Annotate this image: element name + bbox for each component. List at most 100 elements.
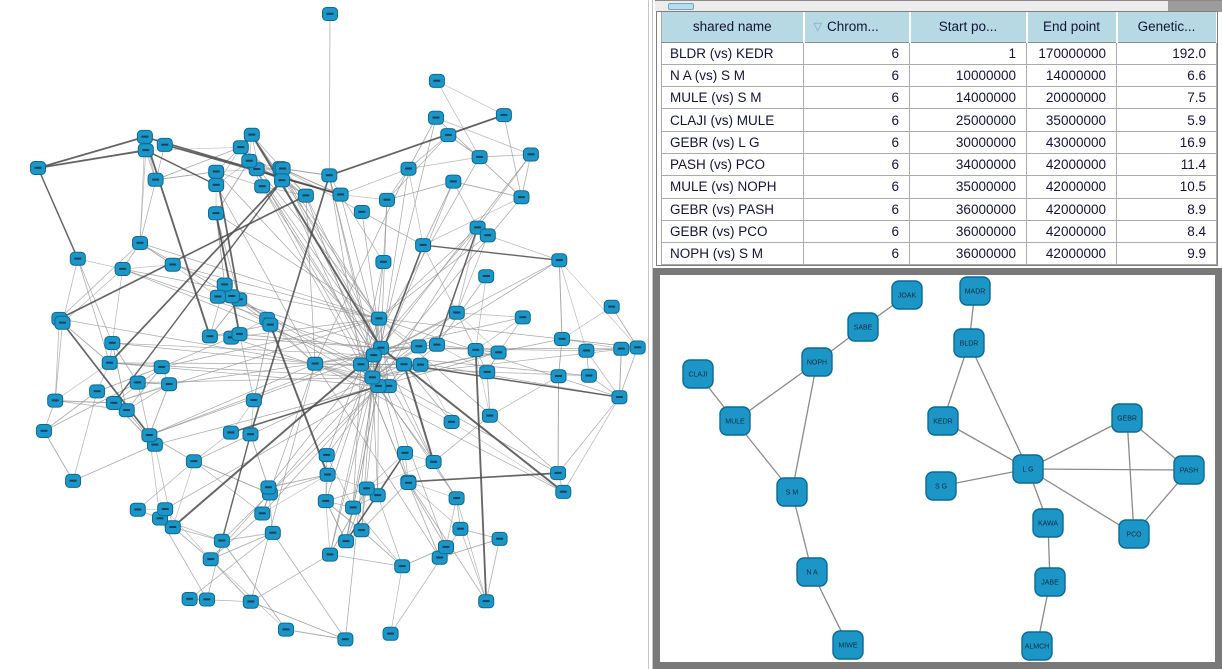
table-cell[interactable]: 6 xyxy=(803,198,910,221)
network-node[interactable] xyxy=(478,594,495,609)
table-cell[interactable]: GEBR (vs) PCO xyxy=(661,220,804,244)
network-node[interactable]: MADR xyxy=(959,276,991,306)
network-node[interactable] xyxy=(448,491,465,506)
network-node[interactable] xyxy=(209,289,226,304)
network-node[interactable] xyxy=(332,187,349,202)
table-cell[interactable]: PASH (vs) PCO xyxy=(661,153,804,177)
panel-splitter[interactable] xyxy=(648,0,653,669)
network-node[interactable] xyxy=(382,626,399,641)
table-cell[interactable]: 10000000 xyxy=(909,64,1027,88)
table-cell[interactable]: 11.4 xyxy=(1116,153,1217,177)
table-cell[interactable]: NOPH (vs) S M xyxy=(661,242,804,265)
network-node[interactable] xyxy=(164,257,181,272)
network-node[interactable] xyxy=(278,622,294,637)
table-cell[interactable]: 6 xyxy=(803,64,910,88)
network-node[interactable] xyxy=(513,190,530,205)
table-cell[interactable]: 34000000 xyxy=(909,153,1027,177)
network-node[interactable] xyxy=(242,427,259,442)
network-node[interactable] xyxy=(358,481,375,496)
network-node[interactable] xyxy=(353,523,370,538)
network-node[interactable] xyxy=(132,236,148,250)
network-node[interactable] xyxy=(438,540,454,555)
network-node[interactable] xyxy=(467,343,484,357)
network-node[interactable] xyxy=(550,369,567,384)
table-cell[interactable]: CLAJI (vs) MULE xyxy=(661,108,804,132)
table-row[interactable]: N A (vs) S M 6 10000000 14000000 6.6 xyxy=(661,64,1217,88)
column-header-end-point[interactable]: End point xyxy=(1026,12,1118,43)
network-node[interactable] xyxy=(147,172,164,187)
network-node[interactable] xyxy=(297,188,314,203)
network-node[interactable]: KEDR xyxy=(927,406,959,436)
network-node[interactable] xyxy=(213,533,230,548)
table-cell[interactable]: 7.5 xyxy=(1116,86,1217,110)
small-network-view[interactable]: JOAK SABE NOPH CLAJI MULE S M N A MIWE MADR BLDR K… xyxy=(660,275,1215,662)
network-node[interactable] xyxy=(274,161,291,176)
network-node[interactable] xyxy=(114,262,131,276)
network-node[interactable]: NOPH xyxy=(801,347,833,377)
network-node[interactable] xyxy=(262,317,279,332)
network-node[interactable] xyxy=(338,534,355,549)
network-node[interactable] xyxy=(105,396,122,410)
network-node[interactable] xyxy=(554,332,570,346)
network-node[interactable] xyxy=(231,327,248,342)
network-node[interactable] xyxy=(452,521,469,536)
table-cell[interactable]: 42000000 xyxy=(1026,198,1117,221)
network-node[interactable] xyxy=(260,480,277,495)
network-node[interactable] xyxy=(129,375,146,390)
network-node[interactable] xyxy=(181,592,198,606)
network-node[interactable] xyxy=(54,315,71,330)
table-cell[interactable]: 170000000 xyxy=(1026,42,1117,65)
network-node[interactable] xyxy=(603,299,620,314)
network-node[interactable]: PCO xyxy=(1118,519,1150,549)
table-cell[interactable]: 6 xyxy=(803,86,910,110)
table-row[interactable]: CLAJI (vs) MULE 6 25000000 35000000 5.9 xyxy=(661,108,1217,132)
network-node[interactable] xyxy=(429,337,445,352)
network-node[interactable]: S G xyxy=(925,471,957,501)
network-node[interactable] xyxy=(89,384,106,399)
network-node[interactable] xyxy=(578,343,595,358)
network-node[interactable] xyxy=(322,7,338,21)
table-cell[interactable]: MULE (vs) NOPH xyxy=(661,175,804,199)
network-node[interactable] xyxy=(164,520,181,535)
table-cell[interactable]: 16.9 xyxy=(1116,131,1217,154)
network-node[interactable] xyxy=(264,525,281,540)
network-node[interactable] xyxy=(104,336,121,350)
network-node[interactable] xyxy=(129,502,146,517)
network-node[interactable] xyxy=(514,310,531,325)
network-node[interactable] xyxy=(396,357,412,372)
network-node[interactable] xyxy=(157,502,174,517)
network-node[interactable] xyxy=(479,365,496,380)
network-node[interactable] xyxy=(118,403,135,418)
table-row[interactable]: GEBR (vs) PCO 6 36000000 42000000 8.4 xyxy=(661,220,1217,244)
network-node[interactable]: JABE xyxy=(1034,567,1066,597)
network-node[interactable] xyxy=(522,147,539,162)
column-header-chromosome[interactable]: ▽ Chrom... xyxy=(803,12,911,43)
table-cell[interactable]: 8.4 xyxy=(1116,220,1217,244)
network-node[interactable] xyxy=(440,128,457,143)
network-node[interactable] xyxy=(321,168,338,183)
network-node[interactable] xyxy=(136,129,153,144)
table-cell[interactable]: 6 xyxy=(803,242,910,265)
network-node[interactable] xyxy=(400,161,417,176)
network-node[interactable] xyxy=(471,150,488,165)
network-node[interactable] xyxy=(379,192,395,207)
network-node[interactable] xyxy=(101,355,118,370)
network-node[interactable] xyxy=(445,174,462,189)
network-node[interactable] xyxy=(345,500,362,515)
table-cell[interactable]: MULE (vs) S M xyxy=(661,86,804,110)
table-cell[interactable]: 1 xyxy=(909,42,1027,65)
network-node[interactable] xyxy=(199,592,215,607)
table-cell[interactable]: 14000000 xyxy=(909,86,1027,110)
table-cell[interactable]: BLDR (vs) KEDR xyxy=(661,42,804,65)
network-node[interactable] xyxy=(208,178,225,192)
table-cell[interactable]: 6 xyxy=(803,175,910,199)
network-node[interactable] xyxy=(481,408,498,423)
table-cell[interactable]: 42000000 xyxy=(1026,175,1117,199)
network-node[interactable] xyxy=(243,127,260,142)
table-cell[interactable]: 36000000 xyxy=(909,220,1027,244)
network-node[interactable] xyxy=(629,340,646,355)
column-header-shared-name[interactable]: shared name xyxy=(661,12,805,43)
network-node[interactable]: GEBR xyxy=(1111,403,1143,433)
network-node[interactable] xyxy=(241,153,258,168)
network-node[interactable]: PASH xyxy=(1173,455,1205,485)
